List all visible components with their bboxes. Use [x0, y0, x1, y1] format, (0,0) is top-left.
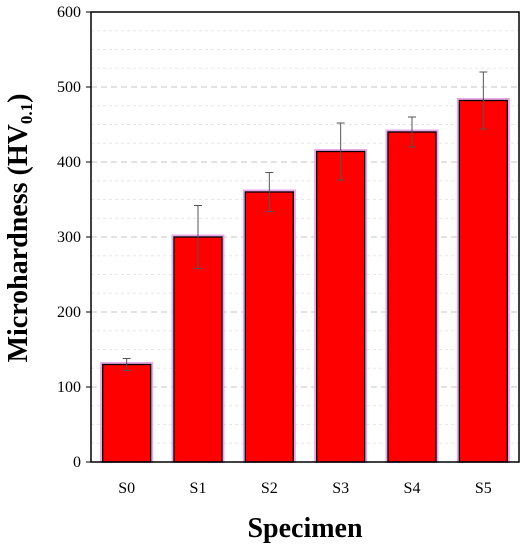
bar-s1: [173, 236, 223, 463]
error-bars: [122, 71, 488, 371]
x-tick-label-s5: S5: [475, 480, 492, 497]
bar-s2: [244, 191, 294, 463]
y-tick-label: 600: [57, 4, 81, 21]
x-tick-label-s0: S0: [118, 480, 135, 497]
y-axis-title-close: ): [3, 94, 34, 103]
y-axis-title-subscript: 0.1: [17, 103, 36, 124]
y-tick-label: 200: [57, 304, 81, 321]
x-tick-label-s3: S3: [332, 480, 349, 497]
y-tick-label: 100: [57, 379, 81, 396]
y-tick-label: 300: [57, 229, 81, 246]
x-axis-title: Specimen: [247, 513, 363, 544]
bar-s0: [102, 363, 152, 463]
y-tick-label: 400: [57, 154, 81, 171]
x-tick-label-s2: S2: [261, 480, 278, 497]
bar-s5: [458, 99, 508, 463]
y-tick-label: 500: [57, 79, 81, 96]
y-axis-title-main: Microhardness (HV: [3, 124, 34, 362]
bars: [100, 98, 510, 463]
bar-s4: [387, 131, 437, 463]
x-tick-label-s1: S1: [190, 480, 207, 497]
x-tick-label-s4: S4: [404, 480, 421, 497]
y-axis-title: Microhardness (HV0.1): [3, 94, 36, 363]
y-axis-ticks: 0 100 200 300 400 500 600: [57, 4, 91, 471]
bar-s3: [316, 150, 366, 463]
y-tick-label: 0: [73, 454, 81, 471]
x-axis-ticks: S0 S1 S2 S3 S4 S5: [118, 480, 492, 497]
grid-lines: [91, 30, 519, 444]
